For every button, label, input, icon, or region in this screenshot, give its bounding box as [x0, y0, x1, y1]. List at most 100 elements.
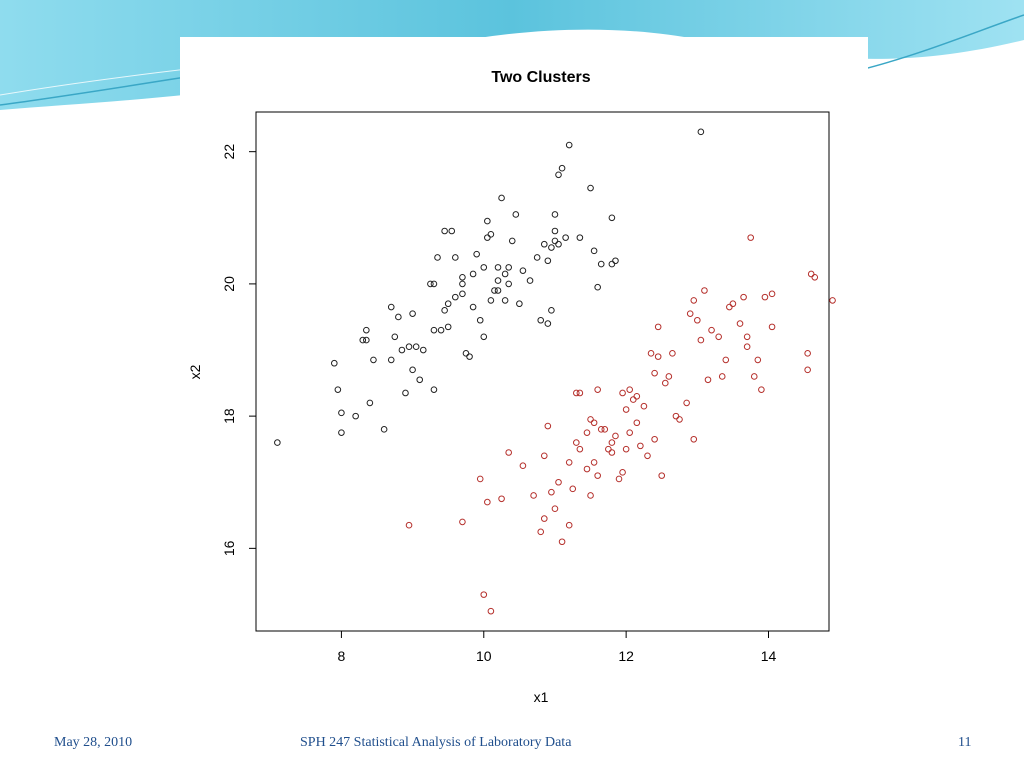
scatter-point-cluster-1: [402, 389, 409, 397]
scatter-point-cluster-2: [480, 591, 488, 598]
scatter-point-cluster-2: [651, 435, 658, 443]
scatter-point-cluster-2: [647, 350, 655, 357]
scatter-point-cluster-2: [615, 475, 623, 483]
scatter-point-cluster-1: [366, 399, 374, 407]
scatter-point-cluster-2: [573, 389, 580, 397]
x-tick-label: 10: [476, 648, 492, 664]
scatter-point-cluster-2: [697, 336, 705, 344]
scatter-point-cluster-1: [505, 264, 512, 271]
scatter-point-cluster-2: [544, 422, 552, 430]
x-tick-label: 12: [618, 648, 634, 664]
scatter-point-cluster-1: [380, 426, 388, 433]
scatter-point-cluster-2: [619, 389, 626, 397]
scatter-point-cluster-2: [505, 449, 512, 456]
scatter-point-cluster-2: [601, 426, 609, 433]
y-tick-label: 18: [221, 408, 237, 424]
scatter-point-cluster-2: [548, 488, 555, 496]
scatter-point-cluster-1: [555, 171, 562, 179]
scatter-point-cluster-2: [633, 419, 641, 427]
scatter-point-cluster-1: [491, 287, 498, 294]
scatter-point-cluster-2: [476, 475, 484, 483]
footer-course: SPH 247 Statistical Analysis of Laborato…: [300, 735, 572, 750]
scatter-point-cluster-1: [448, 227, 456, 235]
scatter-point-cluster-2: [750, 373, 758, 380]
scatter-point-cluster-1: [612, 257, 619, 265]
scatter-point-cluster-1: [334, 386, 342, 393]
scatter-point-cluster-1: [498, 194, 505, 202]
scatter-point-cluster-2: [605, 445, 612, 453]
scatter-point-cluster-2: [686, 310, 694, 317]
scatter-point-cluster-2: [608, 449, 616, 456]
scatter-point-cluster-2: [583, 465, 591, 473]
scatter-point-cluster-1: [387, 303, 395, 311]
scatter-point-cluster-2: [743, 343, 751, 351]
scatter-point-cluster-2: [726, 303, 733, 311]
scatter-point-cluster-1: [338, 409, 345, 417]
scatter-point-cluster-1: [565, 141, 573, 149]
scatter-point-cluster-1: [452, 293, 459, 301]
scatter-point-cluster-2: [683, 399, 690, 407]
y-tick-label: 16: [221, 540, 237, 556]
scatter-point-cluster-1: [484, 217, 491, 225]
scatter-point-cluster-2: [487, 607, 495, 615]
scatter-point-cluster-2: [626, 429, 633, 436]
x-axis-label: x1: [534, 689, 549, 705]
scatter-point-cluster-2: [640, 402, 648, 410]
scatter-point-cluster-1: [391, 333, 399, 341]
scatter-point-cluster-1: [387, 356, 395, 364]
scatter-point-cluster-1: [452, 254, 459, 261]
scatter-point-cluster-2: [498, 495, 505, 503]
scatter-point-cluster-2: [576, 389, 584, 397]
y-tick-label: 22: [221, 144, 237, 160]
scatter-point-cluster-1: [352, 412, 359, 420]
scatter-point-cluster-1: [363, 336, 370, 344]
scatter-point-cluster-1: [697, 128, 705, 136]
scatter-point-cluster-2: [622, 406, 630, 413]
scatter-point-cluster-2: [768, 290, 776, 298]
scatter-point-cluster-1: [409, 310, 416, 317]
scatter-point-cluster-2: [690, 435, 698, 443]
scatter-point-cluster-1: [587, 184, 594, 192]
scatter-point-cluster-1: [480, 333, 488, 341]
scatter-point-cluster-1: [370, 356, 377, 364]
scatter-point-cluster-1: [533, 254, 541, 261]
scatter-point-cluster-1: [444, 323, 452, 331]
scatter-point-cluster-1: [544, 320, 552, 327]
scatter-point-cluster-1: [562, 234, 569, 241]
scatter-point-cluster-2: [740, 293, 747, 301]
scatter-point-cluster-2: [637, 442, 644, 450]
footer-date: May 28, 2010: [54, 735, 133, 750]
scatter-point-cluster-1: [430, 280, 438, 288]
scatter-point-cluster-2: [619, 469, 626, 476]
scatter-point-cluster-2: [761, 293, 769, 301]
scatter-point-cluster-1: [487, 297, 495, 304]
scatter-point-cluster-2: [540, 515, 548, 522]
scatter-point-cluster-1: [430, 386, 438, 393]
scatter-point-cluster-2: [597, 426, 605, 433]
scatter-point-cluster-1: [537, 316, 545, 324]
scatter-point-cluster-1: [487, 231, 495, 238]
x-tick-label: 8: [338, 648, 346, 664]
scatter-point-cluster-1: [548, 244, 555, 251]
scatter-point-cluster-1: [459, 280, 466, 288]
scatter-point-cluster-1: [494, 287, 502, 294]
scatter-point-cluster-2: [555, 478, 562, 486]
scatter-point-cluster-2: [807, 270, 815, 278]
scatter-point-cluster-1: [519, 267, 527, 274]
scatter-point-cluster-1: [551, 211, 559, 218]
scatter-point-cluster-2: [669, 350, 676, 357]
scatter-point-cluster-2: [565, 521, 573, 529]
plot-card: Two Clusters 8 10 12 14 16 18 20 22 x1 x2: [180, 37, 868, 730]
scatter-point-cluster-2: [718, 373, 726, 380]
scatter-point-cluster-2: [676, 416, 683, 423]
scatter-point-cluster-1: [608, 214, 616, 222]
scatter-point-cluster-1: [544, 257, 552, 265]
scatter-point-cluster-2: [484, 498, 491, 506]
scatter-point-cluster-2: [626, 386, 633, 393]
scatter-point-cluster-2: [459, 518, 466, 526]
scatter-point-cluster-1: [274, 439, 281, 446]
footer-page-number: 11: [958, 735, 972, 750]
scatter-point-cluster-1: [430, 326, 438, 334]
scatter-point-cluster-2: [622, 445, 630, 453]
scatter-point-cluster-2: [704, 376, 712, 384]
